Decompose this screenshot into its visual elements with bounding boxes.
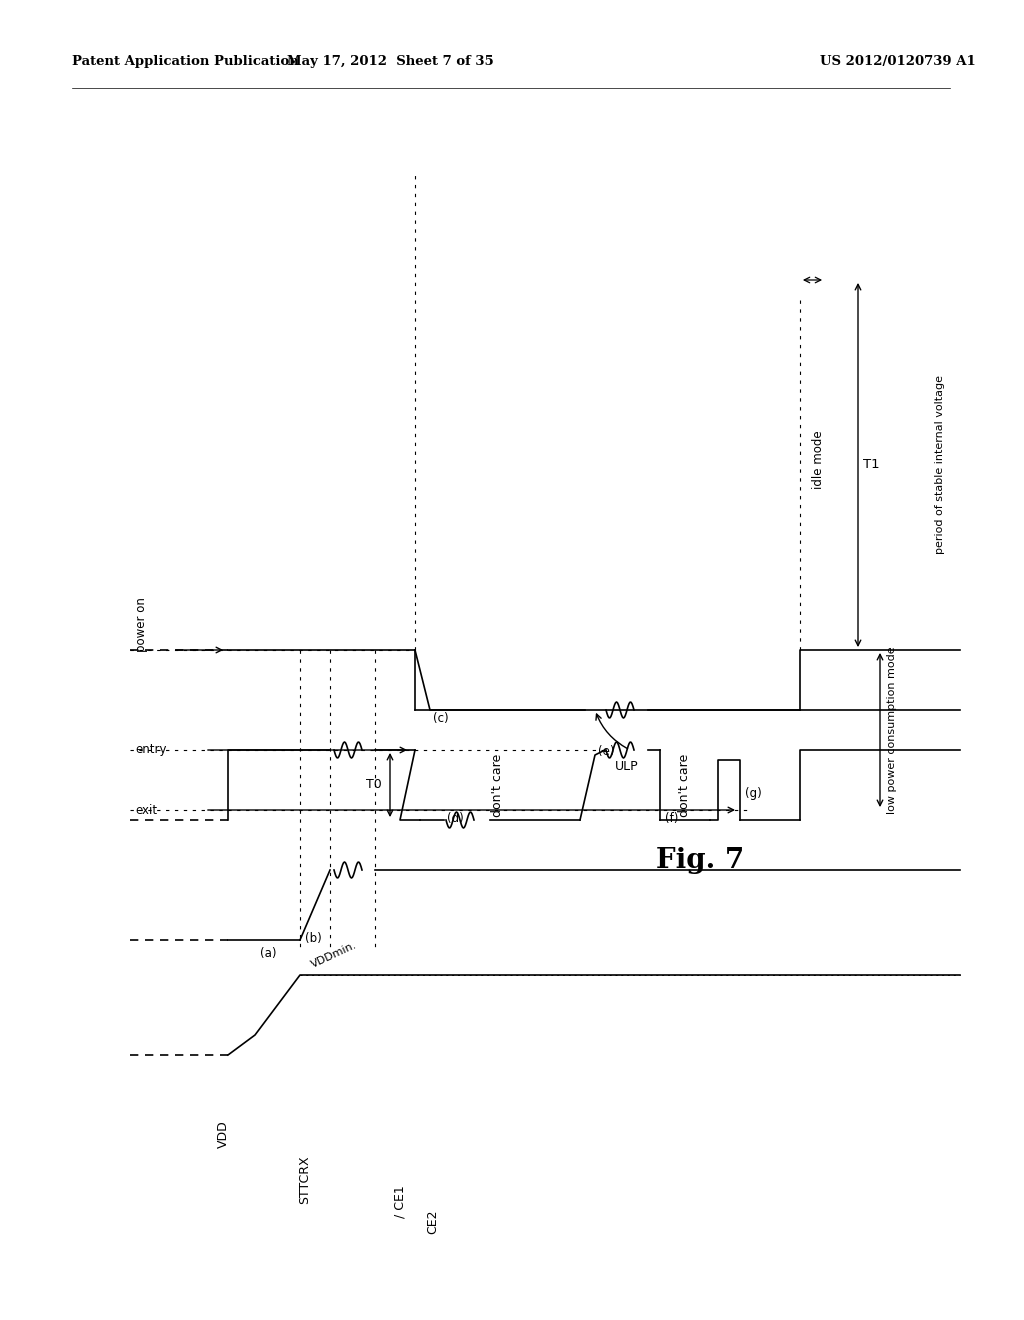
Text: idle mode: idle mode — [812, 430, 825, 490]
Text: (f): (f) — [665, 812, 678, 825]
Text: ULP: ULP — [615, 760, 639, 774]
Text: (c): (c) — [433, 711, 449, 725]
Text: (e): (e) — [598, 744, 614, 758]
Text: STTCRX: STTCRX — [299, 1155, 311, 1204]
Text: don't care: don't care — [679, 754, 691, 817]
Text: CE2: CE2 — [427, 1210, 439, 1234]
Text: power on: power on — [135, 597, 148, 652]
Text: (d): (d) — [447, 812, 464, 825]
Text: period of stable internal voltage: period of stable internal voltage — [935, 375, 945, 554]
Text: VDD: VDD — [216, 1119, 229, 1148]
Text: May 17, 2012  Sheet 7 of 35: May 17, 2012 Sheet 7 of 35 — [287, 55, 494, 69]
Text: (g): (g) — [745, 787, 762, 800]
Text: Patent Application Publication: Patent Application Publication — [72, 55, 299, 69]
Text: (b): (b) — [305, 932, 322, 945]
Text: don't care: don't care — [490, 754, 504, 817]
Text: T0: T0 — [367, 779, 382, 792]
Text: (a): (a) — [260, 946, 276, 960]
Text: T1: T1 — [863, 458, 880, 471]
Text: entry: entry — [135, 743, 167, 756]
Text: US 2012/0120739 A1: US 2012/0120739 A1 — [820, 55, 976, 69]
Text: / CE1: / CE1 — [393, 1185, 407, 1218]
Text: VDDmin.: VDDmin. — [310, 940, 359, 970]
Text: low power consumption mode: low power consumption mode — [887, 647, 897, 814]
Text: exit: exit — [135, 804, 157, 817]
Text: Fig. 7: Fig. 7 — [656, 846, 744, 874]
